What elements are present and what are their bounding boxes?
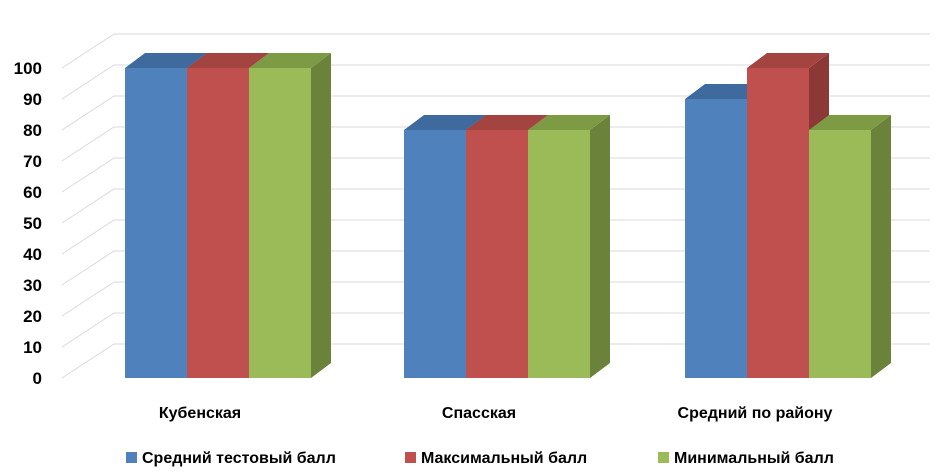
bar: [809, 115, 891, 378]
bar-front: [125, 68, 187, 378]
bar-front: [528, 130, 590, 378]
bar: [528, 115, 610, 378]
bar-side: [311, 53, 331, 378]
grid-lines: [61, 33, 930, 379]
x-axis-categories: Кубенская Спасская Средний по району: [159, 405, 833, 422]
gridline: [61, 64, 930, 100]
bar-top: [404, 115, 486, 130]
bar-top: [685, 84, 767, 99]
bars: [125, 53, 891, 378]
legend-swatch: [658, 452, 669, 463]
bar-front: [466, 130, 528, 378]
legend-label: Средний тестовый балл: [142, 450, 336, 467]
gridline: [61, 312, 930, 348]
gridline: [61, 281, 930, 317]
gridline: [61, 157, 930, 193]
bar-top: [809, 115, 891, 130]
category-label: Кубенская: [159, 405, 241, 422]
legend-swatch: [405, 452, 416, 463]
legend: Средний тестовый балл Максимальный балл Ми…: [126, 450, 834, 467]
y-tick-label: 90: [23, 90, 42, 109]
gridline: [61, 343, 930, 379]
y-tick-label: 0: [33, 369, 42, 388]
y-tick-label: 50: [23, 214, 42, 233]
category-label: Средний по району: [678, 405, 833, 422]
bar: [249, 53, 331, 378]
bar-side: [871, 115, 891, 378]
gridline: [61, 95, 930, 131]
category-label: Спасская: [442, 405, 516, 422]
bar-front: [809, 130, 871, 378]
legend-swatch: [126, 452, 137, 463]
bar-top: [187, 53, 269, 68]
y-tick-label: 60: [23, 183, 42, 202]
gridline: [61, 33, 930, 69]
bar-front: [187, 68, 249, 378]
y-axis-ticks: 0 10 20 30 40 50 60 70 80 90 100: [14, 59, 42, 388]
bar-front: [404, 130, 466, 378]
y-tick-label: 20: [23, 307, 42, 326]
bar-top: [747, 53, 829, 68]
legend-item: Средний тестовый балл: [126, 450, 336, 467]
y-tick-label: 10: [23, 338, 42, 357]
y-tick-label: 100: [14, 59, 42, 78]
bar-front: [249, 68, 311, 378]
gridline: [61, 126, 930, 162]
y-tick-label: 30: [23, 276, 42, 295]
y-tick-label: 80: [23, 121, 42, 140]
gridline: [61, 188, 930, 224]
y-tick-label: 70: [23, 152, 42, 171]
legend-item: Максимальный балл: [405, 450, 587, 467]
bar-top: [125, 53, 207, 68]
legend-label: Минимальный балл: [674, 450, 834, 467]
legend-item: Минимальный балл: [658, 450, 834, 467]
bar-top: [528, 115, 610, 130]
legend-label: Максимальный балл: [421, 450, 587, 467]
bar-front: [747, 68, 809, 378]
bar-front: [685, 99, 747, 378]
gridline: [61, 219, 930, 255]
bar-side: [590, 115, 610, 378]
gridline: [61, 250, 930, 286]
bar-top: [466, 115, 548, 130]
y-tick-label: 40: [23, 245, 42, 264]
bar-top: [249, 53, 331, 68]
